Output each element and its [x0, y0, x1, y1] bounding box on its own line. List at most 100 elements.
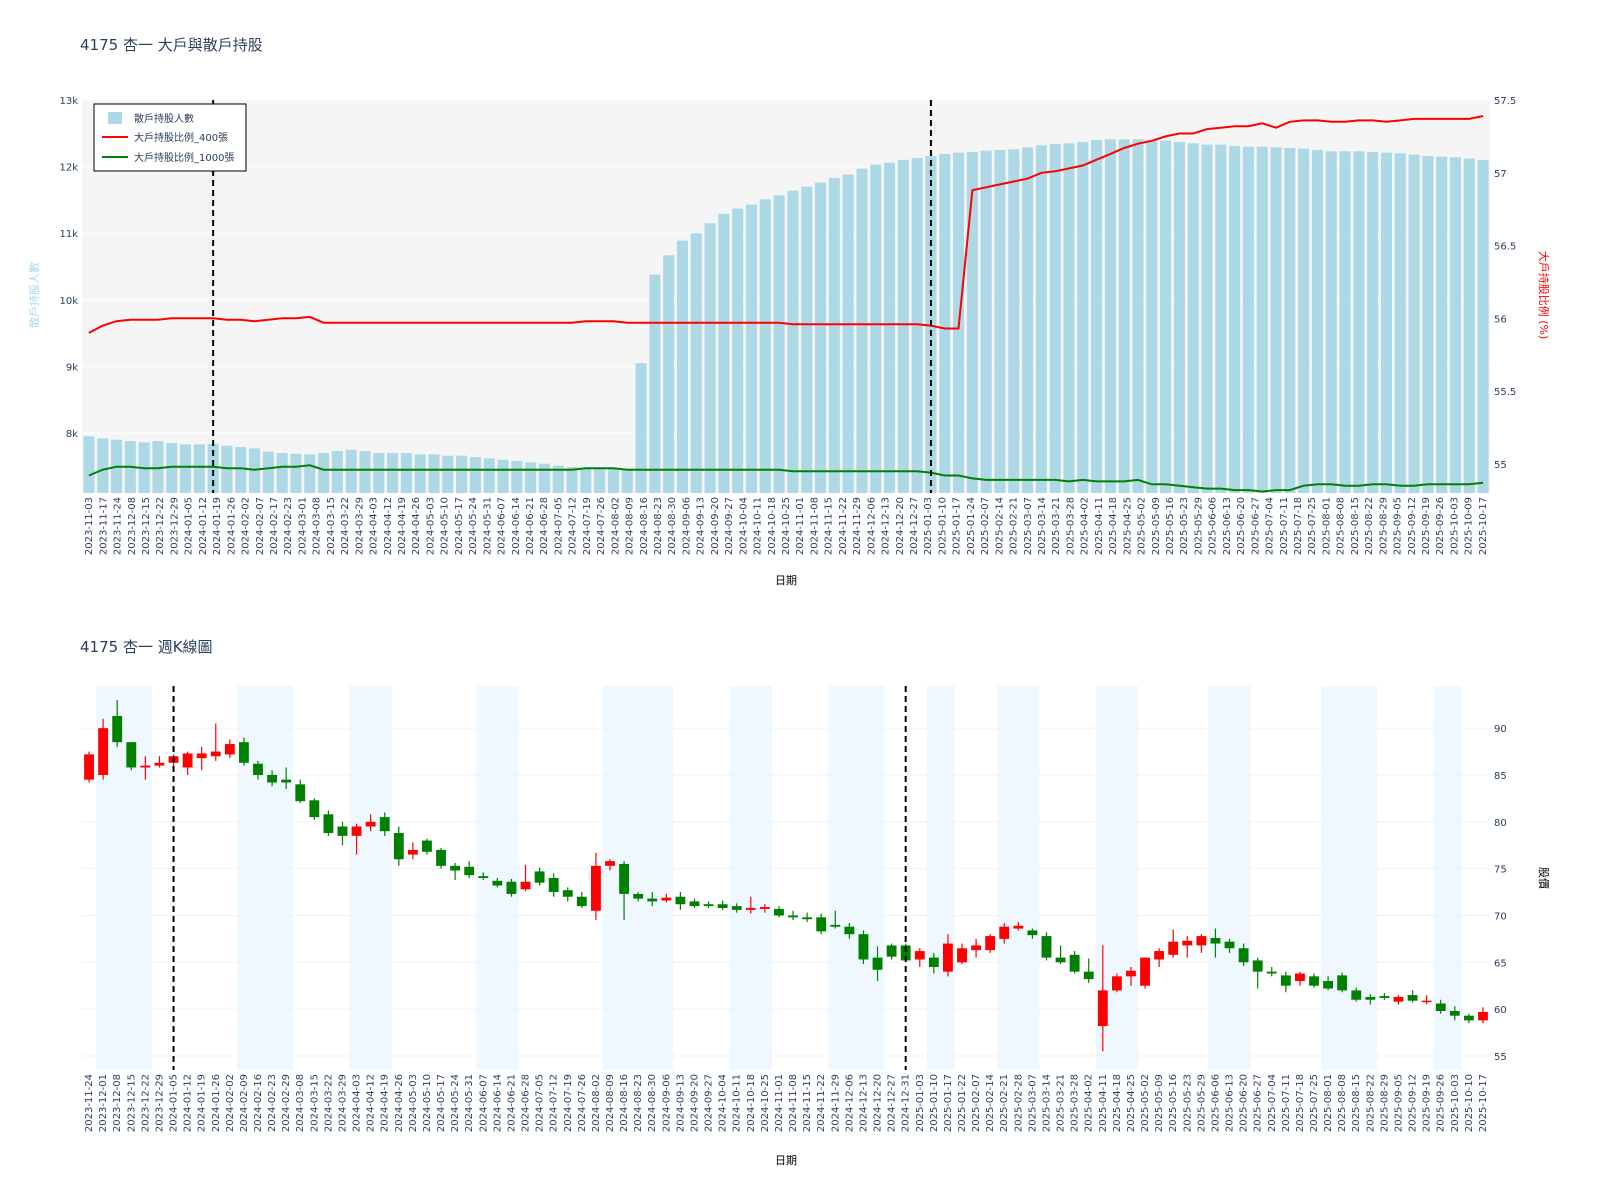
x-tick: 2025-02-14: [994, 497, 1005, 555]
bar-retail: [1160, 140, 1172, 493]
x-tick-kline: 2024-01-05: [169, 1074, 180, 1132]
x-tick-kline: 2024-09-20: [689, 1074, 700, 1132]
candle-down: [858, 934, 869, 960]
bar-retail: [1284, 147, 1296, 493]
bar-retail: [704, 223, 716, 493]
x-tick: 2025-06-13: [1222, 497, 1233, 555]
candle-down: [802, 917, 813, 920]
x-tick: 2024-07-12: [568, 497, 579, 555]
candle-down: [422, 840, 432, 852]
bar-retail: [414, 454, 426, 493]
candle-up: [210, 751, 221, 757]
candle-up: [1140, 957, 1150, 986]
x-tick: 2024-07-19: [582, 497, 593, 555]
x-tick: 2025-09-26: [1435, 497, 1446, 555]
x-tick-kline: 2024-02-09: [239, 1074, 250, 1132]
bar-retail: [856, 168, 868, 494]
x-tick-kline: 2025-01-22: [957, 1074, 968, 1132]
bar-retail: [1477, 159, 1489, 493]
line-400: [88, 115, 1484, 334]
x-tick: 2025-08-01: [1321, 497, 1332, 555]
bar-retail: [1022, 147, 1034, 493]
x-tick-kline: 2025-10-10: [1464, 1074, 1475, 1132]
x-tick: 2025-03-28: [1065, 497, 1076, 555]
x-tick-kline: 2024-08-30: [647, 1074, 658, 1132]
x-tick: 2024-05-17: [454, 497, 465, 555]
bar-retail: [745, 204, 758, 493]
x-tick-kline: 2024-05-31: [464, 1074, 475, 1132]
candle-down: [1224, 941, 1235, 949]
x-tick: 2025-04-11: [1094, 497, 1105, 555]
candle-down: [886, 945, 897, 957]
x-tick-kline: 2025-09-12: [1408, 1074, 1419, 1132]
x-tick-kline: 2024-06-21: [506, 1074, 517, 1132]
candle-down: [1365, 996, 1376, 1000]
candle-down: [450, 865, 461, 871]
candle-up: [140, 765, 151, 768]
x-tick: 2025-08-15: [1350, 497, 1361, 555]
x-tick-kline: 2023-12-01: [98, 1074, 109, 1132]
candle-down: [1407, 995, 1418, 1001]
x-tick-kline: 2024-10-11: [732, 1074, 743, 1132]
candle-up: [942, 943, 953, 972]
x-tick: 2025-01-03: [923, 497, 934, 555]
x-tick-kline: 2025-10-17: [1478, 1074, 1489, 1132]
x-tick: 2025-04-25: [1122, 497, 1133, 555]
bar-retail: [262, 451, 274, 493]
bar-retail: [1104, 139, 1116, 494]
x-tick: 2025-02-07: [980, 497, 991, 555]
bar-retail: [1339, 151, 1351, 493]
candle-up: [957, 948, 967, 963]
x-tick-kline: 2025-04-18: [1112, 1074, 1123, 1132]
candle-down: [1379, 996, 1390, 998]
bar-retail: [1408, 154, 1420, 493]
x-tick: 2025-03-07: [1023, 497, 1034, 555]
candle-down: [1309, 976, 1319, 986]
x-tick: 2023-11-17: [98, 497, 109, 555]
candle-down: [506, 881, 517, 894]
x-tick: 2024-06-21: [525, 497, 536, 555]
x-tick-kline: 2025-07-18: [1295, 1074, 1306, 1132]
bar-retail: [1049, 143, 1061, 493]
bar-retail: [497, 459, 509, 493]
x-tick-kline: 2025-03-14: [1041, 1074, 1052, 1132]
candle-down: [788, 915, 798, 918]
bar-retail: [97, 438, 109, 493]
x-tick: 2025-07-25: [1307, 497, 1318, 555]
bar-retail: [373, 453, 385, 493]
x-tick: 2024-05-10: [440, 497, 451, 555]
bar-retail: [1091, 139, 1103, 493]
line-1000: [88, 464, 1484, 493]
x-tick: 2024-01-05: [184, 497, 195, 555]
bar-retail: [773, 195, 785, 493]
bar-retail: [1353, 151, 1365, 493]
x-tick: 2024-12-27: [909, 497, 920, 555]
candle-down: [1266, 971, 1277, 974]
bar-retail: [621, 470, 633, 493]
bar-retail: [359, 451, 371, 493]
candle-down: [717, 904, 728, 908]
y-tick-right: 55.5: [1494, 387, 1516, 398]
bar-retail: [511, 461, 523, 493]
candle-down: [492, 880, 503, 886]
bar-retail: [180, 444, 192, 493]
candle-down: [576, 896, 587, 907]
y-tick-right: 55: [1494, 460, 1507, 471]
x-tick-kline: 2024-04-03: [352, 1074, 363, 1132]
candle-down: [1463, 1015, 1474, 1021]
x-tick: 2025-01-10: [937, 497, 948, 555]
bar-retail: [1463, 158, 1475, 493]
price-axis-title: 股價: [1537, 867, 1551, 889]
x-tick: 2024-08-16: [639, 497, 650, 555]
bar-retail: [428, 454, 440, 493]
x-tick-kline: 2025-06-06: [1210, 1074, 1221, 1132]
bar-retail: [221, 445, 233, 493]
bar-retail: [1173, 141, 1185, 493]
candle-up: [1097, 990, 1108, 1026]
candle-down: [689, 901, 700, 907]
x-tick-kline: 2025-08-01: [1323, 1074, 1334, 1132]
x-tick: 2024-10-25: [781, 497, 792, 555]
x-tick-kline: 2025-09-26: [1436, 1074, 1447, 1132]
x-tick-kline: 2024-04-26: [394, 1074, 405, 1132]
x-tick-kline: 2025-07-11: [1281, 1074, 1292, 1132]
